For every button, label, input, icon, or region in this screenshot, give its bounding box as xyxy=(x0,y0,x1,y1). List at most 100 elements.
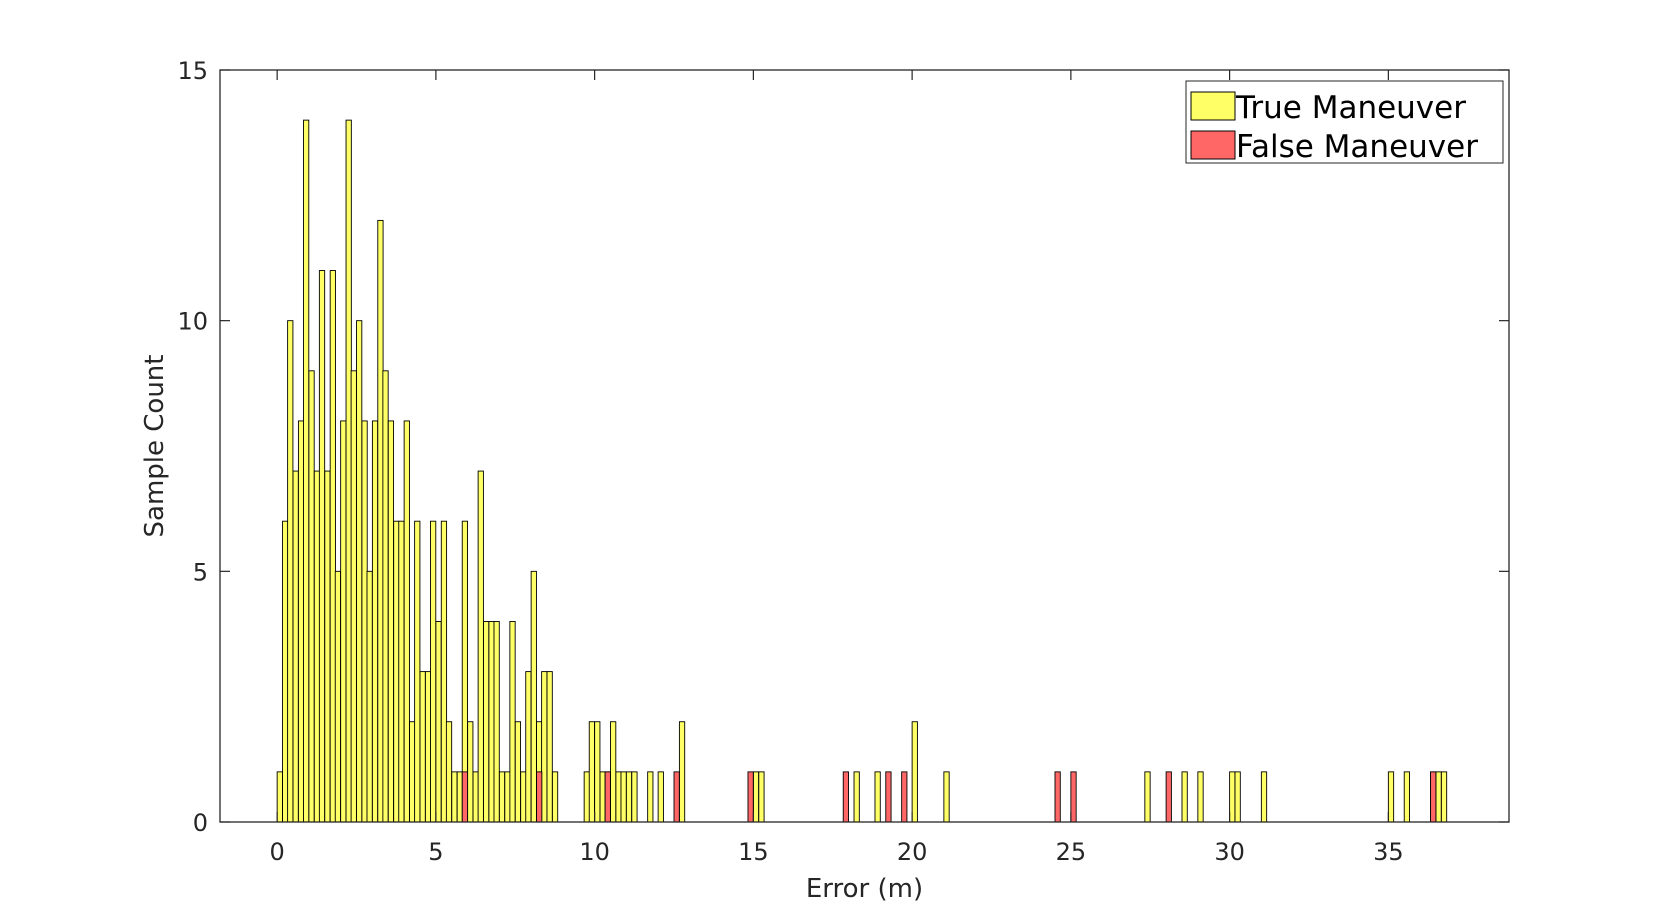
bar-true-maneuver-51 xyxy=(546,671,553,823)
bar-true-maneuver-3 xyxy=(292,470,299,823)
bar-true-maneuver-73 xyxy=(1181,771,1188,823)
bar-false-maneuver-11 xyxy=(1430,771,1437,823)
bar-true-maneuver-41 xyxy=(493,621,500,823)
bar-true-maneuver-70 xyxy=(911,721,918,823)
x-tick-label-2: 10 xyxy=(579,838,610,866)
bar-true-maneuver-68 xyxy=(853,771,860,823)
bar-false-maneuver-4 xyxy=(747,771,754,823)
bar-true-maneuver-64 xyxy=(657,771,664,823)
bar-true-maneuver-21 xyxy=(387,420,395,823)
bar-true-maneuver-14 xyxy=(350,370,357,823)
bar-true-maneuver-16 xyxy=(361,420,368,823)
bar-true-maneuver-2 xyxy=(287,320,294,823)
bar-false-maneuver-5 xyxy=(842,771,849,823)
bar-true-maneuver-5 xyxy=(303,119,310,823)
bar-false-maneuver-7 xyxy=(901,771,908,823)
bar-true-maneuver-82 xyxy=(1440,771,1448,823)
bar-true-maneuver-62 xyxy=(631,771,638,823)
bar-true-maneuver-7 xyxy=(313,470,321,823)
bar-true-maneuver-29 xyxy=(430,520,437,823)
bar-true-maneuver-15 xyxy=(356,320,363,823)
tick-labels: 0 5 10 15 20 25 30 35 0 5 10 15 xyxy=(177,57,1403,866)
bar-true-maneuver-1 xyxy=(282,520,289,823)
bar-true-maneuver-42 xyxy=(498,771,506,823)
bar-true-maneuver-58 xyxy=(610,721,617,823)
bar-true-maneuver-39 xyxy=(483,621,490,823)
bar-true-maneuver-33 xyxy=(451,771,458,823)
bar-true-maneuver-23 xyxy=(398,520,405,823)
legend-box xyxy=(1185,80,1504,164)
bar-true-maneuver-60 xyxy=(620,771,627,823)
bar-true-maneuver-59 xyxy=(615,771,622,823)
bar-true-maneuver-4 xyxy=(297,420,305,823)
bar-true-maneuver-67 xyxy=(758,771,765,823)
bar-false-maneuver-3 xyxy=(673,771,680,823)
y-tick-label-0: 0 xyxy=(193,809,208,837)
bar-false-maneuver-8 xyxy=(1054,771,1061,823)
plot-area xyxy=(220,70,1509,822)
bar-true-maneuver-46 xyxy=(520,771,527,823)
x-tick-label-0: 0 xyxy=(270,838,285,866)
bar-true-maneuver-34 xyxy=(456,771,463,823)
bar-false-maneuver-9 xyxy=(1070,771,1077,823)
bar-true-maneuver-6 xyxy=(308,370,315,823)
y-tick-label-2: 10 xyxy=(177,308,208,336)
bar-true-maneuver-20 xyxy=(382,370,389,823)
bar-true-maneuver-19 xyxy=(377,219,384,823)
bar-true-maneuver-44 xyxy=(509,621,516,823)
bar-false-maneuver-6 xyxy=(885,771,892,823)
bar-true-maneuver-71 xyxy=(943,771,950,823)
bar-true-maneuver-72 xyxy=(1144,771,1151,823)
bar-true-maneuver-69 xyxy=(874,771,881,823)
bar-true-maneuver-30 xyxy=(435,621,442,823)
bar-true-maneuver-81 xyxy=(1435,771,1442,823)
axes-box xyxy=(219,69,1510,823)
bar-true-maneuver-37 xyxy=(472,771,479,823)
legend-swatch-false-maneuver xyxy=(1190,130,1236,160)
legend-label-false-maneuver: False Maneuver xyxy=(1236,129,1478,165)
y-tick-label-1: 5 xyxy=(193,558,208,586)
bar-true-maneuver-74 xyxy=(1197,771,1204,823)
bar-true-maneuver-22 xyxy=(393,520,400,823)
bar-true-maneuver-27 xyxy=(419,671,426,823)
bar-true-maneuver-11 xyxy=(334,570,342,823)
bar-true-maneuver-28 xyxy=(424,671,432,823)
x-tick-label-5: 25 xyxy=(1056,838,1087,866)
bar-true-maneuver-24 xyxy=(403,420,410,823)
x-tick-label-3: 15 xyxy=(738,838,769,866)
legend-label-true-maneuver: True Maneuver xyxy=(1235,90,1466,126)
y-tick-label-3: 15 xyxy=(177,57,208,85)
bar-true-maneuver-18 xyxy=(371,420,379,823)
bar-true-maneuver-78 xyxy=(1387,771,1395,823)
bar-true-maneuver-10 xyxy=(329,270,336,823)
bar-false-maneuver-1 xyxy=(536,771,543,823)
bar-false-maneuver-10 xyxy=(1165,771,1172,823)
bar-true-maneuver-66 xyxy=(752,771,760,823)
bar-true-maneuver-13 xyxy=(345,119,352,823)
bar-true-maneuver-47 xyxy=(525,671,532,823)
bar-true-maneuver-56 xyxy=(599,771,606,823)
legend: True Maneuver False Maneuver xyxy=(1185,80,1504,165)
x-tick-label-6: 30 xyxy=(1214,838,1245,866)
x-tick-label-1: 5 xyxy=(428,838,443,866)
bar-true-maneuver-26 xyxy=(414,520,421,823)
bar-true-maneuver-36 xyxy=(467,721,474,823)
bar-true-maneuver-79 xyxy=(1403,771,1410,823)
x-axis-label: Error (m) xyxy=(806,874,923,904)
bar-true-maneuver-50 xyxy=(541,671,548,823)
bar-false-maneuver-2 xyxy=(604,771,611,823)
bar-true-maneuver-0 xyxy=(276,771,283,823)
bars-group xyxy=(276,119,1448,823)
bar-true-maneuver-54 xyxy=(588,721,595,823)
bar-true-maneuver-63 xyxy=(647,771,654,823)
legend-swatch-true-maneuver xyxy=(1190,91,1236,121)
bar-true-maneuver-65 xyxy=(678,721,686,823)
bar-true-maneuver-32 xyxy=(445,721,453,823)
x-tick-label-7: 35 xyxy=(1373,838,1404,866)
bar-true-maneuver-40 xyxy=(488,621,495,823)
bar-true-maneuver-53 xyxy=(583,771,590,823)
bar-true-maneuver-75 xyxy=(1229,771,1236,823)
bar-true-maneuver-25 xyxy=(409,721,416,823)
bar-true-maneuver-17 xyxy=(366,570,373,823)
